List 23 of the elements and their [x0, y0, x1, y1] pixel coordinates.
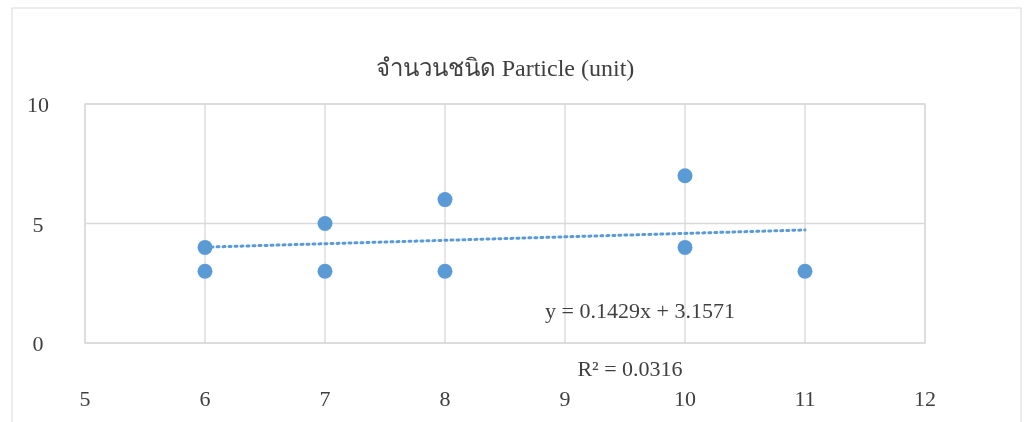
point: [197, 263, 213, 279]
y-tick-label: 10: [27, 92, 49, 117]
point: [317, 216, 333, 231]
x-tick-label: 12: [914, 386, 936, 411]
annotation: y = 0.1429x + 3.1571: [545, 298, 735, 323]
point: [677, 239, 693, 255]
point: [317, 263, 333, 279]
x-tick-label: 7: [319, 386, 331, 411]
point: [197, 239, 213, 255]
chart-title: จำนวนชนิด Particle (unit): [375, 55, 635, 81]
y-tick-label: 0: [32, 331, 44, 356]
point: [677, 168, 693, 184]
x-tick-label: 10: [674, 386, 696, 411]
point: [437, 192, 453, 208]
x-tick-label: 6: [199, 386, 211, 411]
x-tick-label: 9: [559, 386, 571, 411]
text: R² = 0.0316: [577, 356, 683, 381]
point: [797, 263, 813, 279]
y-tick-label: 5: [32, 211, 44, 237]
x-tick-label: 8: [439, 386, 451, 411]
point: [437, 263, 453, 279]
x-tick-label: 11: [794, 386, 816, 411]
x-tick-label: 5: [79, 386, 91, 411]
